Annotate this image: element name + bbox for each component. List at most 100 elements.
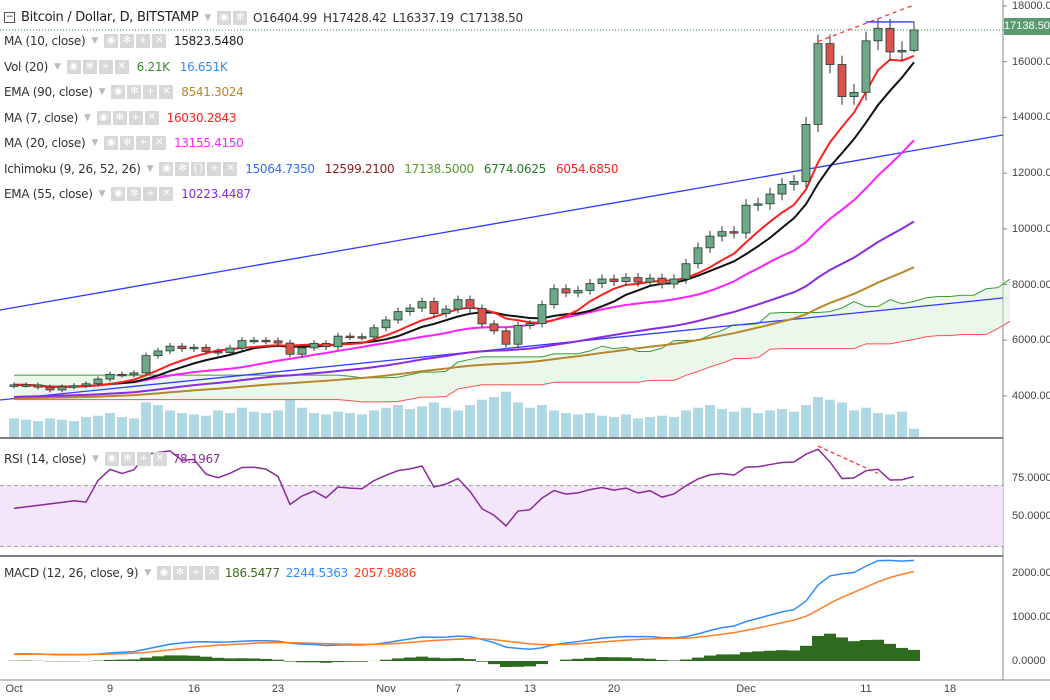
candle-body: [741, 204, 751, 234]
gear-icon[interactable]: ✻: [175, 161, 190, 176]
rsi-line: [13, 448, 915, 527]
plus-icon[interactable]: +: [135, 34, 150, 48]
candle-body: [909, 29, 919, 51]
volume-bar: [405, 409, 415, 437]
macd-histogram-bar: [740, 652, 752, 661]
close-icon[interactable]: ✕: [151, 34, 166, 48]
close-icon[interactable]: ✕: [159, 85, 174, 99]
visibility-icon[interactable]: ◉: [217, 10, 232, 25]
candle-body: [789, 181, 799, 185]
close-icon[interactable]: ✕: [114, 59, 129, 74]
macd-title[interactable]: MACD (12, 26, close, 9): [4, 566, 139, 580]
candle-body: [357, 336, 367, 339]
macd-histogram-bar: [392, 658, 404, 661]
candle-body: [477, 308, 487, 325]
volume-bar: [777, 409, 787, 437]
gear-icon[interactable]: ✻: [112, 110, 127, 125]
volume-bar: [333, 411, 343, 437]
candle-body: [861, 40, 871, 93]
close-icon[interactable]: ✕: [152, 452, 167, 466]
gear-icon[interactable]: ✻: [82, 59, 97, 74]
chevron-down-icon[interactable]: ▼: [91, 36, 98, 46]
chevron-down-icon[interactable]: ▼: [204, 12, 212, 23]
gear-icon[interactable]: ✻: [119, 136, 134, 150]
candle-body: [249, 339, 259, 343]
volume-bar: [93, 415, 103, 437]
collapse-icon[interactable]: −: [4, 12, 15, 23]
indicator-value: 6.21K: [136, 59, 170, 74]
macd-histogram-bar: [812, 635, 824, 661]
indicator-title[interactable]: MA (10, close): [4, 34, 86, 48]
indicator-title[interactable]: MA (20, close): [4, 136, 86, 150]
visibility-icon[interactable]: ◉: [156, 566, 171, 580]
price-axis-label: 14000.00: [1012, 111, 1050, 124]
candle-body: [525, 323, 535, 326]
chevron-down-icon[interactable]: ▼: [98, 87, 106, 97]
close-icon[interactable]: ✕: [204, 566, 219, 580]
gear-icon[interactable]: ✻: [119, 34, 134, 48]
plus-icon[interactable]: +: [128, 110, 143, 125]
candle-body: [669, 278, 679, 285]
chevron-down-icon[interactable]: ▼: [84, 112, 91, 123]
visibility-icon[interactable]: ◉: [66, 59, 81, 74]
gear-icon[interactable]: ✻: [233, 10, 248, 25]
visibility-icon[interactable]: ◉: [104, 452, 119, 466]
price-axis-label: 12000.00: [1012, 167, 1050, 180]
visibility-icon[interactable]: ◉: [103, 34, 118, 48]
chevron-down-icon[interactable]: ▼: [54, 61, 61, 72]
volume-bar: [501, 391, 511, 437]
indicator-title[interactable]: Vol (20): [4, 59, 49, 74]
gear-icon[interactable]: ✻: [172, 566, 187, 580]
time-axis-label: 16: [187, 683, 201, 695]
indicator-title[interactable]: EMA (55, close): [4, 187, 93, 201]
plus-icon[interactable]: +: [135, 136, 150, 150]
indicator-title[interactable]: EMA (90, close): [4, 85, 93, 99]
ichimoku-cloud: [14, 279, 1010, 402]
visibility-icon[interactable]: ◉: [111, 187, 126, 201]
plus-icon[interactable]: +: [136, 452, 151, 466]
price-axis-label: 4000.00: [1012, 389, 1050, 402]
plus-icon[interactable]: +: [188, 566, 203, 580]
macd-line: [13, 559, 915, 656]
candle-body: [141, 355, 151, 374]
visibility-icon[interactable]: ◉: [111, 85, 126, 99]
visibility-icon[interactable]: ◉: [159, 161, 174, 176]
symbol-title[interactable]: Bitcoin / Dollar, D, BITSTAMP: [21, 10, 199, 25]
gear-icon[interactable]: ✻: [120, 452, 135, 466]
candle-body: [705, 235, 715, 249]
candle-body: [573, 290, 583, 294]
candle-body: [369, 327, 379, 338]
plus-icon[interactable]: +: [98, 59, 113, 74]
visibility-icon[interactable]: ◉: [103, 136, 118, 150]
rsi-title[interactable]: RSI (14, close): [4, 452, 86, 466]
plus-icon[interactable]: +: [143, 187, 158, 201]
plus-icon[interactable]: +: [143, 85, 158, 99]
close-icon[interactable]: ✕: [144, 110, 159, 125]
gear-icon[interactable]: ✻: [127, 187, 142, 201]
close-icon[interactable]: ✕: [151, 136, 166, 150]
source-code-icon[interactable]: {}: [191, 161, 206, 176]
volume-bar: [825, 399, 835, 437]
volume-bar: [693, 407, 703, 437]
chevron-down-icon[interactable]: ▼: [144, 568, 151, 578]
candle-body: [537, 304, 547, 325]
indicator-title[interactable]: MA (7, close): [4, 110, 79, 125]
gear-icon[interactable]: ✻: [127, 85, 142, 99]
visibility-icon[interactable]: ◉: [96, 110, 111, 125]
chevron-down-icon[interactable]: ▼: [91, 454, 99, 464]
volume-bar: [609, 417, 619, 437]
macd-histogram-bar: [752, 651, 764, 661]
macd-histogram-bar: [704, 655, 716, 661]
chevron-down-icon[interactable]: ▼: [146, 163, 154, 174]
chevron-down-icon[interactable]: ▼: [98, 189, 106, 199]
candle-body: [417, 301, 427, 309]
plus-icon[interactable]: +: [207, 161, 222, 176]
close-icon[interactable]: ✕: [159, 187, 174, 201]
indicator-value: 8541.3024: [181, 85, 244, 99]
chevron-down-icon[interactable]: ▼: [91, 138, 98, 148]
indicator-title[interactable]: Ichimoku (9, 26, 52, 26): [4, 161, 141, 176]
close-icon[interactable]: ✕: [223, 161, 238, 176]
macd-histogram-bar: [560, 659, 572, 661]
